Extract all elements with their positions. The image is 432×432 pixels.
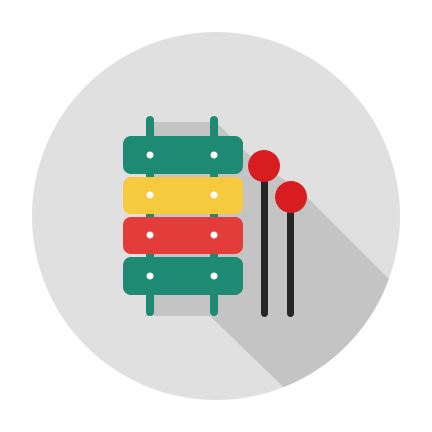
bar-holes — [146, 151, 218, 280]
bar-red — [123, 217, 243, 254]
bar-bottom-green — [123, 257, 243, 295]
mallet-right — [275, 181, 307, 317]
bars — [123, 136, 243, 295]
mallet-head — [248, 150, 280, 182]
bar-yellow — [123, 177, 243, 214]
bar-hole — [210, 231, 218, 239]
mallet-head — [275, 181, 307, 213]
bar-hole — [146, 272, 154, 280]
bar-hole — [210, 272, 218, 280]
bar-hole — [146, 151, 154, 159]
bar-hole — [146, 231, 154, 239]
bar-top-green — [123, 136, 243, 174]
bar-hole — [146, 191, 154, 199]
bar-hole — [210, 151, 218, 159]
bar-hole — [210, 191, 218, 199]
mallet-stick — [287, 196, 294, 317]
mallet-left — [248, 150, 280, 317]
mallet-stick — [261, 168, 268, 317]
